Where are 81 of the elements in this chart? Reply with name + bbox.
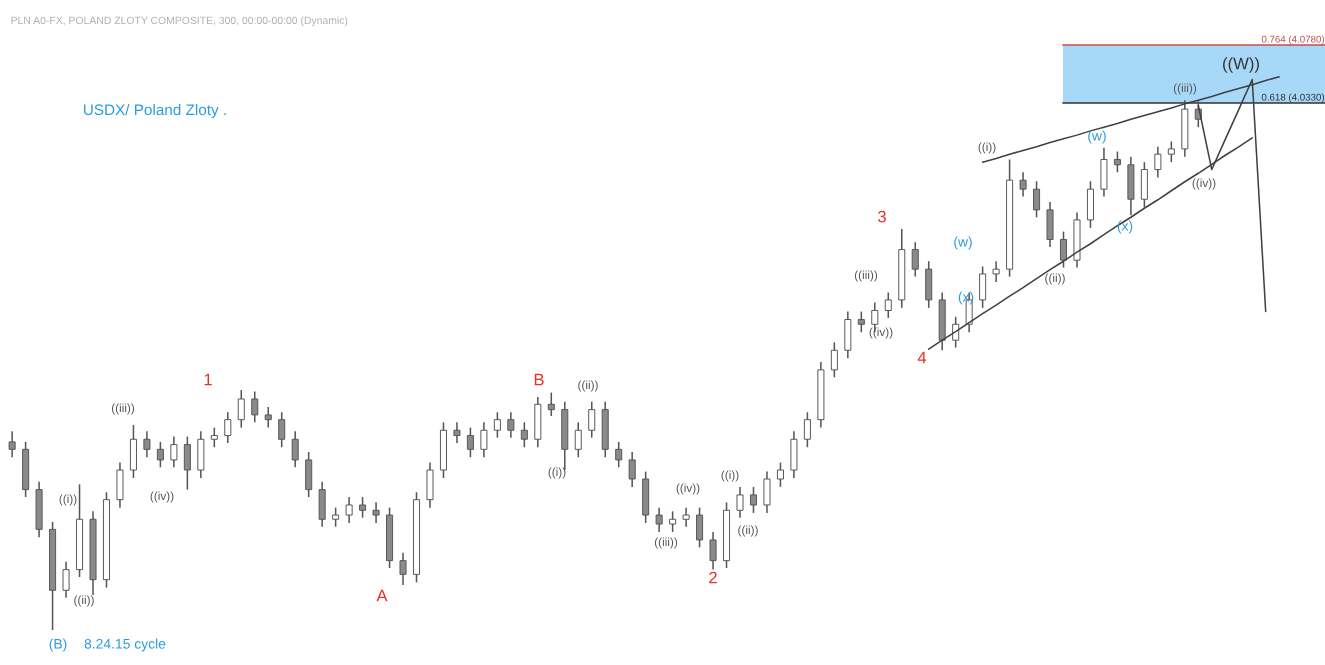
candlestick [210,426,218,448]
annotation: 1 [204,373,212,386]
annotation: ((iii)) [111,403,135,415]
candlestick [507,411,515,439]
annotation: ((iv)) [150,491,174,503]
candlestick [615,441,623,469]
candlestick [237,389,245,429]
candlestick [857,310,865,334]
candlestick [884,291,892,319]
candlestick [709,531,717,571]
annotation: (x) [1117,220,1133,234]
candlestick [453,421,461,444]
candlestick [1167,140,1175,163]
candlestick [466,426,474,459]
chart-subtitle: PLN A0-FX, POLAND ZLOTY COMPOSITE, 300, 00:00-00:00 (Dynamic) [11,16,348,27]
annotation: ((iv)) [869,327,893,339]
candlestick [736,486,744,519]
candlestick [156,441,164,469]
candlestick [911,241,919,278]
candlestick [224,411,232,444]
annotation: 2 [709,571,717,584]
candlestick [1154,146,1162,179]
annotation: ((iii)) [654,537,678,549]
candlestick [830,341,838,379]
text: 0.764 (4.0780) [1261,35,1325,45]
candlestick [669,510,677,533]
candlestick [1113,150,1121,173]
candlestick [170,435,178,469]
candlestick [547,391,555,417]
annotation: ((ii)) [74,595,94,607]
text: 8.24.15 cycle [84,638,166,652]
candlestick [803,411,811,448]
annotation: (w) [1088,130,1106,144]
annotation: A [376,589,388,602]
annotation: ((iv)) [1192,178,1216,190]
annotation: ((i)) [721,470,739,482]
candlestick [1019,171,1027,198]
candlestick [399,551,407,586]
text: (B) [49,638,67,652]
candlestick [264,406,272,429]
annotation: ((ii)) [1045,273,1065,285]
candlestick [8,430,16,459]
candlestick [359,496,367,519]
candlestick [655,506,663,533]
annotation: ((i)) [548,467,566,479]
text: ((W)) [1223,57,1259,73]
annotation: ((iv)) [676,483,700,495]
candlestick [345,496,353,524]
text: ((iii)) [1173,83,1197,95]
annotation: ((ii)) [738,525,758,537]
candlestick [776,461,784,488]
candlestick [520,421,528,448]
annotation: (w) [954,236,972,250]
annotation: 4 [917,351,927,364]
annotation: 0.618 (4.0330) [1261,93,1325,103]
candlestick [493,411,501,439]
annotation: (x) [958,291,974,305]
candlestick [278,411,286,448]
annotation: ((i)) [59,494,77,506]
candlestick [952,316,960,349]
chart-title: USDX/ Poland Zloty . [83,103,226,119]
candlestick [992,260,1000,283]
annotation: ((iii)) [854,270,878,282]
candlestick [574,421,582,459]
candlestick [332,506,340,528]
candlestick [628,451,636,488]
candlestick [143,430,151,459]
candlestick [682,506,690,528]
candlestick [749,486,758,514]
annotation: 3 [878,210,886,223]
candlestick [480,421,488,459]
annotation: ((i)) [978,142,996,154]
annotation: B [534,373,544,386]
candlestick [62,560,70,599]
candlestick [1059,230,1068,269]
candlestick [1033,180,1041,219]
candlestick [372,501,380,524]
candlestick [588,400,596,439]
annotation: ((ii)) [578,380,598,392]
candlestick [251,390,259,424]
candlestick [291,430,299,469]
